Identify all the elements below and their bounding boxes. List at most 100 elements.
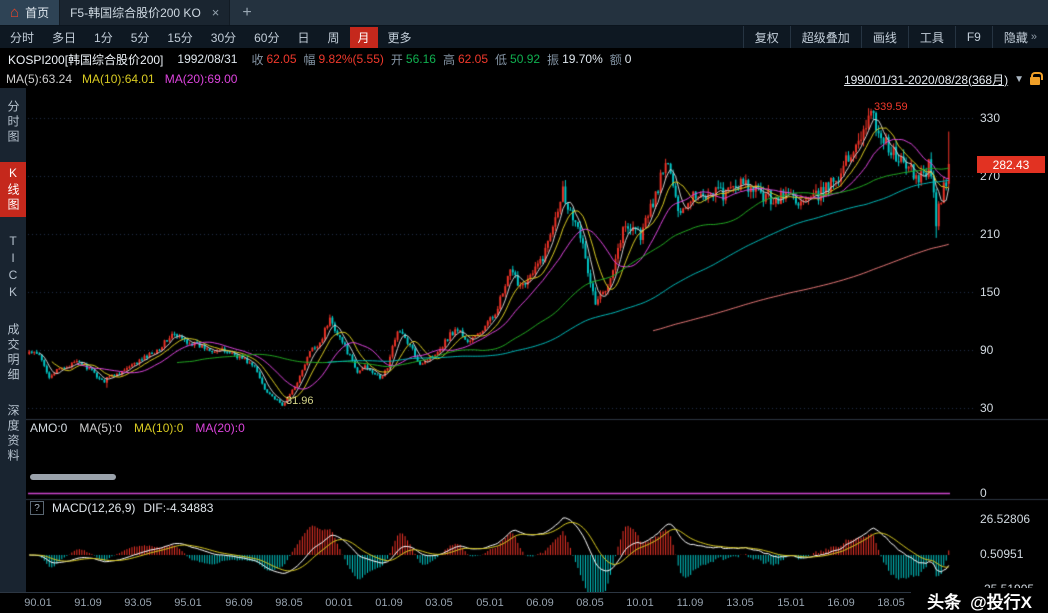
amount-label: 额 — [609, 52, 622, 67]
x-axis-label: 91.09 — [74, 597, 102, 609]
period-fenshi[interactable]: 分时 — [10, 30, 35, 45]
open-value: 56.16 — [405, 52, 436, 66]
period-duori[interactable]: 多日 — [52, 30, 77, 45]
x-axis-label: 06.09 — [526, 597, 554, 609]
volume-indicator-bar: AMO:0 MA(5):0 MA(10):0 MA(20):0 — [30, 421, 245, 435]
home-icon: ⌂ — [10, 4, 20, 21]
price-axis-tick: 210 — [980, 227, 1001, 241]
tools-button[interactable]: 工具 — [907, 26, 955, 48]
x-axis-label: 11.09 — [676, 597, 704, 609]
kline-chart-canvas[interactable] — [26, 88, 1048, 592]
symbol-name: KOSPI200[韩国综合股价200] — [8, 52, 164, 67]
date-range-selector[interactable]: 1990/01/31-2020/08/28(368月) — [843, 72, 1009, 87]
x-axis-label: 98.05 — [275, 597, 303, 609]
high-value: 62.05 — [457, 52, 488, 66]
macd-axis-tick: 26.52806 — [980, 512, 1031, 526]
f9-button[interactable]: F9 — [954, 26, 992, 48]
x-axis-label: 13.05 — [726, 597, 754, 609]
period-day[interactable]: 日 — [297, 30, 310, 45]
macd-help-icon[interactable]: ? — [30, 501, 44, 515]
sidebar-item-tick[interactable]: TICK — [6, 234, 20, 302]
period-toolbar: 分时 多日 1分 5分 15分 30分 60分 日 周 月 更多 复权 超级叠加… — [0, 26, 1048, 48]
hide-panel-button[interactable]: 隐藏 » — [991, 26, 1048, 48]
x-axis-label: 08.05 — [576, 597, 604, 609]
x-axis-label: 03.05 — [425, 597, 453, 609]
x-axis-label: 93.05 — [124, 597, 152, 609]
low-price-annotation: 31.96 — [286, 395, 314, 407]
quote-info-bar: KOSPI200[韩国综合股价200] 1992/08/31 收 62.05 幅… — [0, 48, 1048, 70]
volume-ma10-value: MA(10):0 — [134, 421, 184, 435]
volume-ma20-value: MA(20):0 — [195, 421, 245, 435]
ma5-value: MA(5):63.24 — [6, 72, 73, 86]
x-axis-label: 90.01 — [24, 597, 52, 609]
macd-dif-value: DIF:-4.34883 — [143, 501, 214, 515]
toolbar-right-group: 复权 超级叠加 画线 工具 F9 隐藏 » — [742, 26, 1048, 48]
sidebar-item-fenshitu[interactable]: 分时图 — [6, 100, 20, 145]
watermark-handle: @投行X — [970, 593, 1032, 612]
period-30min[interactable]: 30分 — [210, 30, 237, 45]
chevron-down-icon[interactable]: ▼ — [1014, 73, 1024, 85]
x-axis-label: 95.01 — [174, 597, 202, 609]
period-week[interactable]: 周 — [327, 30, 340, 45]
x-axis: 90.01 91.09 93.05 95.01 96.09 98.05 00.0… — [0, 592, 1048, 613]
tab-bar: ⌂ 首页 F5-韩国综合股价200 KO × + — [0, 0, 1048, 26]
macd-indicator-bar: ? MACD(12,26,9) DIF:-4.34883 — [30, 501, 213, 515]
x-axis-label: 18.05 — [877, 597, 905, 609]
open-label: 开 — [390, 52, 403, 67]
change-value: 9.82%(5.55) — [318, 52, 384, 66]
price-axis-tick: 330 — [980, 111, 1001, 125]
sidebar-item-depth-data[interactable]: 深度资料 — [6, 404, 20, 464]
new-tab-button[interactable]: + — [242, 3, 252, 21]
x-axis-label: 00.01 — [325, 597, 353, 609]
tab-kospi200[interactable]: F5-韩国综合股价200 KO × — [59, 0, 231, 25]
fuquan-button[interactable]: 复权 — [742, 26, 790, 48]
price-axis-tick: 90 — [980, 343, 994, 357]
ma10-value: MA(10):64.01 — [82, 72, 155, 86]
amount-value: 0 — [624, 52, 632, 66]
sidebar-item-trade-detail[interactable]: 成交明细 — [6, 323, 20, 383]
period-month[interactable]: 月 — [349, 26, 378, 48]
macd-label: MACD(12,26,9) — [52, 501, 136, 515]
h-scrollbar-thumb[interactable] — [30, 474, 116, 480]
period-15min[interactable]: 15分 — [167, 30, 193, 45]
draw-line-button[interactable]: 画线 — [860, 26, 908, 48]
low-value: 50.92 — [510, 52, 541, 66]
tab-home-label: 首页 — [25, 6, 50, 20]
peak-price-annotation: 339.59 — [874, 101, 908, 113]
amplitude-value: 19.70% — [562, 52, 603, 66]
super-overlay-button[interactable]: 超级叠加 — [789, 26, 861, 48]
x-axis-label: 10.01 — [626, 597, 654, 609]
close-label: 收 — [251, 52, 264, 67]
sidebar-item-kline[interactable]: K线图 — [0, 162, 26, 217]
low-label: 低 — [495, 52, 508, 67]
period-60min[interactable]: 60分 — [254, 30, 280, 45]
ma20-value: MA(20):69.00 — [164, 72, 238, 86]
high-label: 高 — [442, 52, 455, 67]
lock-icon[interactable] — [1030, 72, 1043, 85]
volume-ma5-value: MA(5):0 — [79, 421, 123, 435]
x-axis-label: 96.09 — [225, 597, 253, 609]
price-axis-tick: 30 — [980, 401, 994, 415]
tab-home[interactable]: ⌂ 首页 — [0, 0, 60, 25]
x-axis-label: 16.09 — [827, 597, 855, 609]
watermark: 头条 @投行X — [911, 588, 1048, 613]
date-range-box: 1990/01/31-2020/08/28(368月) ▼ — [844, 71, 1048, 88]
quote-date: 1992/08/31 — [177, 52, 238, 66]
tab-kospi200-label: F5-韩国综合股价200 KO — [70, 6, 201, 20]
last-price-tag: 282.43 — [977, 156, 1045, 173]
hide-panel-arrow-icon: » — [1030, 31, 1037, 43]
volume-axis-zero: 0 — [980, 486, 987, 500]
hide-panel-label: 隐藏 — [1003, 30, 1028, 45]
period-more[interactable]: 更多 — [387, 30, 412, 45]
x-axis-label: 15.01 — [777, 597, 805, 609]
amplitude-label: 振 — [547, 52, 560, 67]
macd-axis-tick: 0.50951 — [980, 547, 1024, 561]
change-label: 幅 — [303, 52, 316, 67]
period-5min[interactable]: 5分 — [130, 30, 150, 45]
period-1min[interactable]: 1分 — [94, 30, 113, 45]
watermark-brand: 头条 — [927, 593, 962, 612]
view-sidebar: 分时图 K线图 TICK 成交明细 深度资料 — [0, 88, 26, 592]
close-tab-icon[interactable]: × — [211, 5, 220, 20]
price-axis-tick: 150 — [980, 285, 1001, 299]
